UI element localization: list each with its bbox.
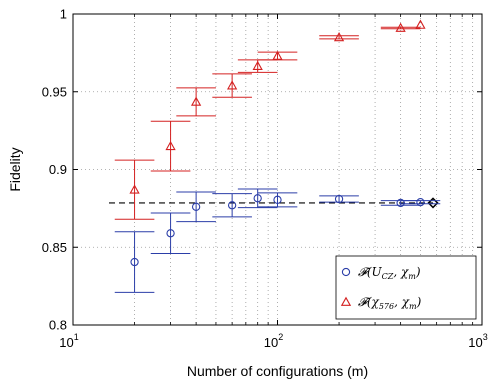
y-tick-label: 1 xyxy=(60,7,67,22)
data-point-circle xyxy=(253,194,262,203)
data-point-triangle xyxy=(272,50,283,60)
y-tick-label: 0.85 xyxy=(42,240,67,255)
data-point-circle xyxy=(334,194,344,204)
ticks: 101 102 103 0.8 0.85 0.9 0.95 1 xyxy=(42,7,488,351)
data-point-circle xyxy=(396,198,405,208)
series-circle xyxy=(114,188,441,293)
data-point-triangle xyxy=(395,22,406,32)
legend: 𝓕(UCZ, χm) 𝓕(χ576, χm) xyxy=(335,255,477,320)
series-group xyxy=(114,19,441,293)
reference-line-group xyxy=(109,197,439,209)
y-tick-label: 0.95 xyxy=(42,84,67,99)
reference-diamond-marker xyxy=(427,197,439,209)
data-point-triangle xyxy=(333,31,345,42)
y-tick-label: 0.8 xyxy=(49,318,67,333)
data-point-circle xyxy=(191,202,201,211)
grid xyxy=(73,14,482,325)
x-axis-label: Number of configurations (m) xyxy=(187,363,368,379)
legend-marker-triangle xyxy=(340,296,352,306)
data-point-circle xyxy=(227,201,237,210)
data-point-triangle xyxy=(190,96,202,106)
x-tick-label: 103 xyxy=(468,332,487,350)
x-tick-label: 101 xyxy=(59,332,78,350)
data-point-circle xyxy=(273,195,282,204)
data-point-triangle xyxy=(252,60,263,71)
legend-box xyxy=(335,255,477,320)
series-triangle xyxy=(114,19,426,220)
data-point-triangle xyxy=(226,80,238,90)
y-tick-label: 0.9 xyxy=(49,162,67,177)
x-tick-label: 102 xyxy=(264,332,283,350)
data-point-triangle xyxy=(129,184,140,194)
data-point-triangle xyxy=(165,140,176,151)
legend-marker-circle xyxy=(341,267,351,277)
y-axis-label: Fidelity xyxy=(7,147,23,191)
data-point-circle xyxy=(130,257,139,267)
legend-label: 𝓕(UCZ, χm) xyxy=(358,265,421,281)
data-point-circle xyxy=(416,198,425,207)
data-point-circle xyxy=(166,229,175,238)
legend-label: 𝓕(χ576, χm) xyxy=(358,295,422,311)
data-point-triangle xyxy=(415,19,426,29)
